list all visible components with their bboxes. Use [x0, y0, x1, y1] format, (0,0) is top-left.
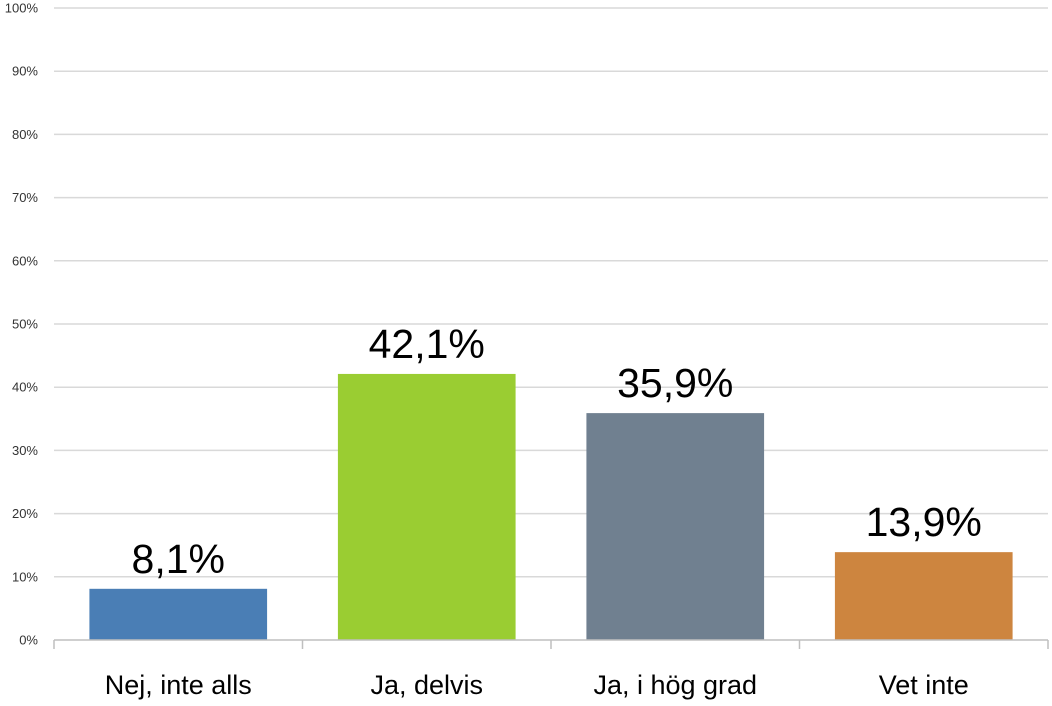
y-tick-label: 30%: [12, 443, 38, 458]
y-tick-label: 0%: [19, 633, 38, 648]
y-tick-label: 60%: [12, 253, 38, 268]
y-tick-label: 10%: [12, 569, 38, 584]
bar: [89, 588, 268, 640]
data-label: 8,1%: [132, 536, 225, 582]
x-category-label: Ja, i hög grad: [593, 670, 757, 700]
y-tick-label: 70%: [12, 190, 38, 205]
y-tick-label: 90%: [12, 64, 38, 79]
bar: [586, 413, 765, 640]
y-axis-tick-labels: 0% 10% 20% 30% 40% 50% 60% 70% 80% 90% 100%: [5, 1, 39, 648]
y-tick-label: 20%: [12, 506, 38, 521]
bar: [834, 552, 1013, 640]
bars: [89, 373, 1013, 640]
gridlines: [54, 7, 1048, 578]
bar: [337, 373, 516, 640]
data-labels: 8,1% 42,1% 35,9% 13,9%: [132, 321, 982, 582]
data-label: 13,9%: [866, 499, 982, 545]
y-tick-label: 50%: [12, 317, 38, 332]
x-category-label: Ja, delvis: [370, 670, 483, 700]
x-category-label: Nej, inte alls: [105, 670, 252, 700]
y-tick-label: 100%: [5, 1, 39, 16]
x-category-label: Vet inte: [879, 670, 969, 700]
data-label: 42,1%: [369, 321, 485, 367]
y-tick-label: 80%: [12, 127, 38, 142]
data-label: 35,9%: [617, 360, 733, 406]
x-axis-category-labels: Nej, inte alls Ja, delvis Ja, i hög grad Ve…: [105, 670, 969, 700]
x-axis: [53, 639, 1049, 649]
y-tick-label: 40%: [12, 380, 38, 395]
